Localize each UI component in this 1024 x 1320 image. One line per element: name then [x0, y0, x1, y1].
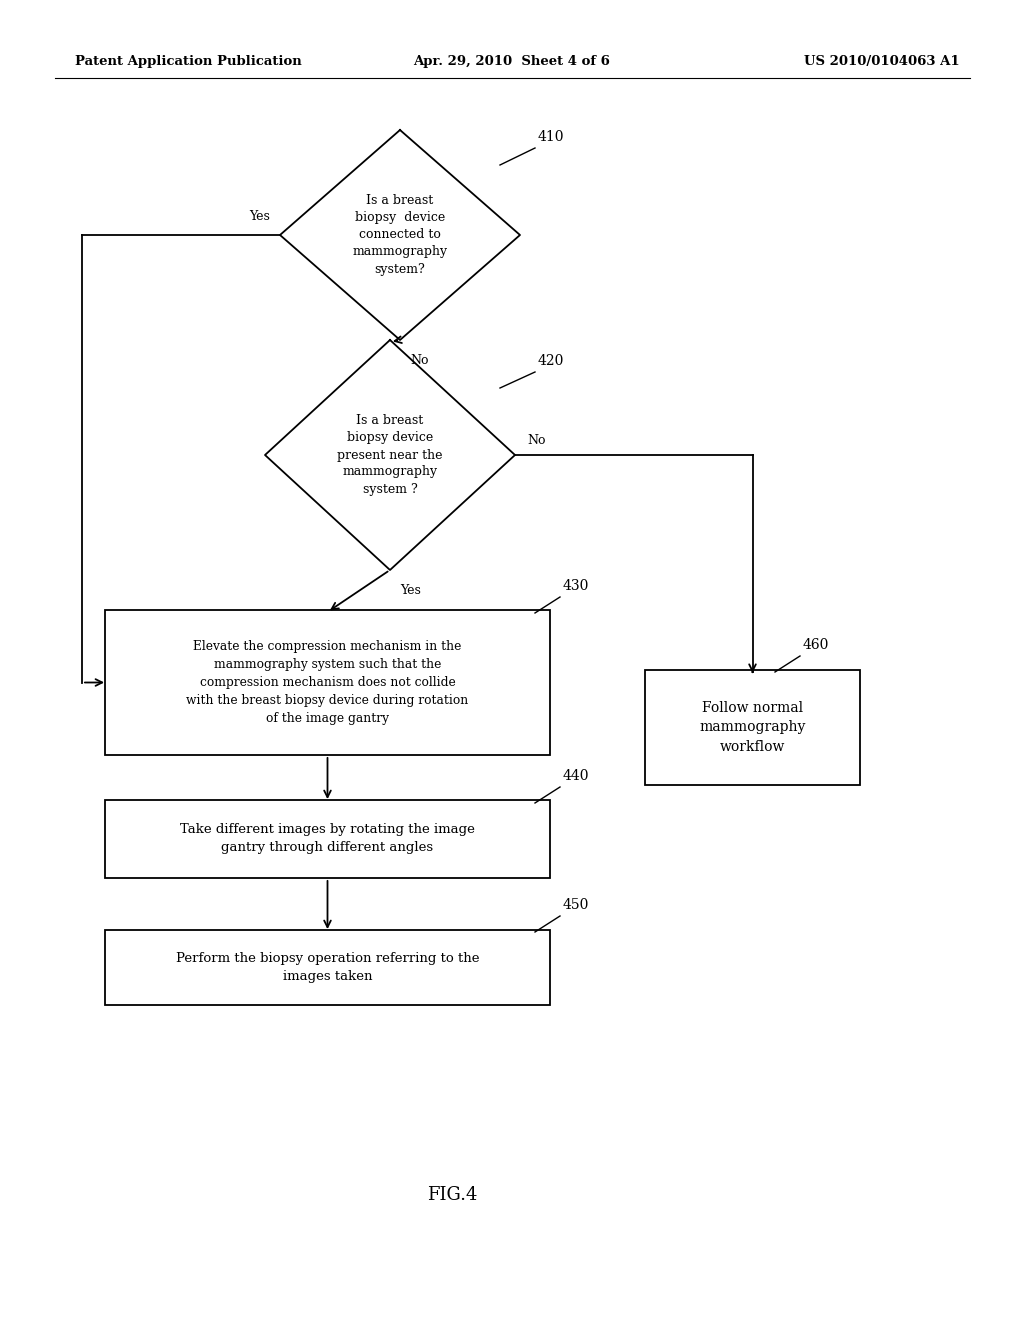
Text: Patent Application Publication: Patent Application Publication — [75, 55, 302, 69]
Text: 430: 430 — [563, 579, 590, 593]
Text: 450: 450 — [563, 898, 590, 912]
Bar — [105, 610, 550, 755]
Text: Elevate the compression mechanism in the
mammography system such that the
compre: Elevate the compression mechanism in the… — [186, 640, 469, 725]
Text: Yes: Yes — [400, 583, 421, 597]
Bar — [645, 671, 860, 785]
Bar — [105, 800, 550, 878]
Text: Is a breast
biopsy  device
connected to
mammography
system?: Is a breast biopsy device connected to m… — [352, 194, 447, 276]
Text: Perform the biopsy operation referring to the
images taken: Perform the biopsy operation referring t… — [176, 952, 479, 983]
Text: Is a breast
biopsy device
present near the
mammography
system ?: Is a breast biopsy device present near t… — [337, 414, 442, 495]
Text: 410: 410 — [538, 129, 564, 144]
Text: No: No — [410, 354, 428, 367]
Text: FIG.4: FIG.4 — [427, 1185, 477, 1204]
Bar — [105, 931, 550, 1005]
Text: 420: 420 — [538, 354, 564, 368]
Text: Follow normal
mammography
workflow: Follow normal mammography workflow — [699, 701, 806, 754]
Text: No: No — [527, 433, 546, 446]
Text: 440: 440 — [563, 770, 590, 783]
Text: 460: 460 — [803, 638, 829, 652]
Text: Take different images by rotating the image
gantry through different angles: Take different images by rotating the im… — [180, 824, 475, 854]
Text: Apr. 29, 2010  Sheet 4 of 6: Apr. 29, 2010 Sheet 4 of 6 — [414, 55, 610, 69]
Text: Yes: Yes — [249, 210, 270, 223]
Text: US 2010/0104063 A1: US 2010/0104063 A1 — [805, 55, 961, 69]
